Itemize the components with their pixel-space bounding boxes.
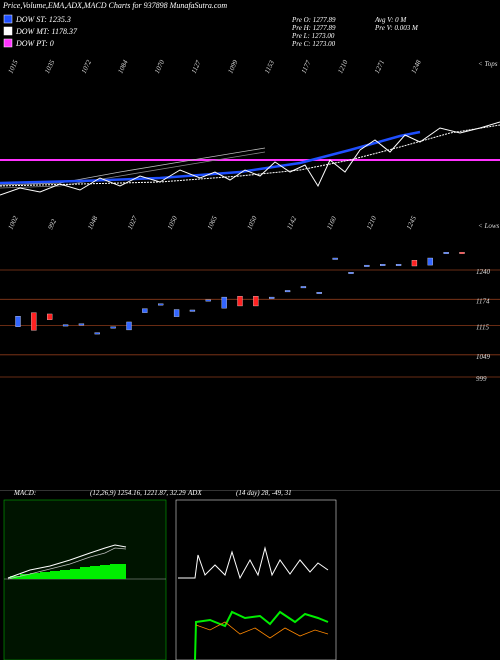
adx-params: (14 day) 28, -49, 31: [236, 489, 292, 497]
candle-body: [316, 292, 322, 294]
candle-body: [269, 296, 275, 299]
lows-label: 1050: [166, 214, 179, 231]
info-right: Pre V: 0.003 M: [374, 24, 419, 32]
macd-panel: MACD: (12,26,9) 1254.16, 1221.87, 32.29: [3, 489, 186, 660]
info-left: Pre O: 1277.89: [291, 16, 336, 24]
tops-label: 1015: [7, 58, 20, 75]
adx-label: ADX: [187, 489, 202, 497]
candle-body: [284, 290, 291, 293]
tops-label: 1271: [373, 59, 386, 75]
candle-body: [142, 308, 148, 313]
tops-label: 1210: [336, 58, 349, 75]
tops-label: 1177: [300, 59, 313, 75]
candle-body: [126, 321, 132, 331]
tops-label: 1084: [116, 58, 129, 75]
tops-label: 1072: [80, 58, 93, 75]
lows-label: 992: [46, 217, 58, 230]
lows-label: 1065: [206, 214, 219, 231]
y-tick-label: 1115: [476, 323, 489, 331]
lows-label: 1142: [285, 215, 298, 231]
y-tick-label: 1049: [476, 353, 491, 361]
ema-mid: [0, 124, 500, 187]
candle-body: [237, 296, 243, 307]
plus-di: [194, 610, 329, 660]
info-left: Pre L: 1273.00: [291, 32, 335, 40]
legend-swatch: [3, 26, 13, 36]
macd-box: [3, 499, 167, 660]
tops-caption: < Tops: [478, 60, 498, 68]
lows-label: 1160: [325, 215, 338, 231]
tops-label: 1153: [263, 59, 276, 75]
y-tick-label: 1174: [476, 297, 490, 305]
lows-label: 1002: [7, 214, 20, 231]
candle-body: [189, 309, 196, 312]
y-tick-label: 999: [476, 375, 487, 383]
adx-line: [178, 546, 329, 580]
candle-body: [348, 272, 354, 274]
candle-body: [78, 323, 85, 326]
macd-label: MACD:: [13, 489, 36, 497]
candle-body: [380, 264, 386, 266]
info-left: Pre H: 1277.89: [291, 24, 336, 32]
legend-label: DOW ST: 1235.3: [15, 15, 71, 24]
upper-panel: [0, 121, 500, 491]
candle-body: [253, 296, 259, 307]
title: Price,Volume,EMA,ADX,MACD Charts for 937…: [2, 1, 227, 10]
macd-hist: [10, 564, 126, 579]
candle-body: [443, 252, 449, 254]
info-left: Pre C: 1273.00: [291, 40, 336, 48]
candle-body: [459, 252, 465, 254]
tops-label: 1248: [410, 58, 423, 75]
candle-body: [427, 257, 433, 266]
info-right: Avg V: 0 M: [374, 16, 407, 24]
trend-line: [0, 151, 266, 189]
tops-label: 1099: [226, 58, 239, 75]
price-line: [0, 121, 500, 196]
candle-body: [221, 296, 227, 309]
lows-label: 1048: [86, 214, 99, 231]
legend-swatch: [3, 38, 13, 48]
macd-line: [7, 544, 127, 579]
legend-swatch: [3, 14, 13, 24]
signal-line: [7, 547, 127, 580]
candle-body: [173, 309, 180, 317]
candle-body: [411, 260, 418, 267]
legend-label: DOW MT: 1178.37: [15, 27, 78, 36]
lows-label: 1027: [126, 214, 139, 231]
macd-params: (12,26,9) 1254.16, 1221.87, 32.29: [90, 489, 186, 497]
y-tick-label: 1240: [476, 268, 491, 276]
candle-body: [395, 264, 402, 266]
lows-label: 1210: [365, 214, 378, 231]
lows-label: 1245: [405, 214, 418, 231]
candle-body: [94, 332, 100, 335]
candle-body: [31, 312, 37, 331]
adx-panel: ADX (14 day) 28, -49, 31: [175, 489, 337, 660]
tops-label: 1127: [190, 59, 203, 75]
legend-label: DOW PT: 0: [15, 39, 54, 48]
tops-label: 1035: [43, 58, 56, 75]
candle-body: [15, 316, 21, 327]
lows-label: 1050: [246, 214, 259, 231]
candle-body: [158, 303, 164, 306]
divider: [0, 490, 500, 491]
candle-body: [205, 299, 211, 302]
ema-short: [0, 130, 421, 185]
candle-body: [300, 286, 307, 289]
candle-body: [364, 264, 370, 267]
minus-di: [195, 621, 329, 639]
candle-body: [110, 326, 116, 329]
candle-body: [332, 257, 338, 260]
candle-body: [62, 324, 69, 327]
trend-line: [0, 147, 266, 186]
tops-label: 1070: [153, 58, 166, 75]
candle-body: [47, 313, 53, 320]
adx-box: [175, 499, 337, 660]
lows-caption: < Lows: [478, 222, 500, 230]
